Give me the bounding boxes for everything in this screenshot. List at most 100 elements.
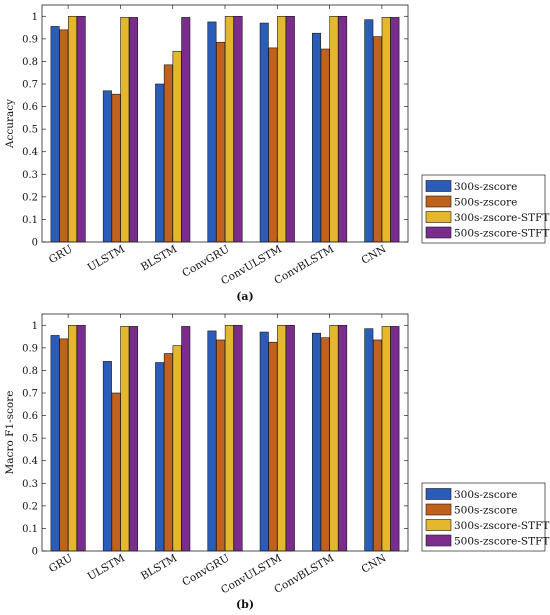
legend-swatch-1 xyxy=(425,488,452,500)
bar-convblstm-series-2 xyxy=(320,337,330,552)
x-tick-label-gru: GRU xyxy=(47,243,75,266)
legend-label-3: 300s-zscore-STFT xyxy=(454,520,549,532)
chart-panel-1: 0 0.1 0.2 0.3 0.4 0.5 0.6 0.7 0.8 0.9 1 GRU ULSTM BLS… xyxy=(4,4,549,303)
y-tick-label: 1 xyxy=(32,12,38,23)
bar-convgru-series-2 xyxy=(216,41,226,243)
bar-convgru-series-1 xyxy=(207,21,217,243)
bar-blstm-series-3 xyxy=(172,345,182,552)
bar-blstm-series-2 xyxy=(163,353,173,552)
bar-convblstm-series-1 xyxy=(312,332,322,552)
bar-convulstm-series-4 xyxy=(285,324,295,552)
legend-label-4: 500s-zscore-STFT xyxy=(454,536,549,548)
bar-gru-series-1 xyxy=(50,335,60,552)
y-tick-label: 0.6 xyxy=(22,411,38,422)
bar-blstm-series-1 xyxy=(155,362,165,552)
legend-label-2: 500s-zscore xyxy=(454,505,517,517)
legend: 300s-zscore 500s-zscore 300s-zscore-STFT 50… xyxy=(421,174,549,244)
legend-swatch-4 xyxy=(425,226,452,239)
x-tick-label-blstm: BLSTM xyxy=(139,552,180,582)
bar-blstm-series-2 xyxy=(163,64,173,243)
y-tick-label: 0.4 xyxy=(22,147,38,158)
bar-convgru-series-4 xyxy=(233,15,243,243)
x-tick-label-ulstm: ULSTM xyxy=(86,243,128,274)
bar-convulstm-series-3 xyxy=(277,324,287,552)
y-tick-label: 0.9 xyxy=(22,34,38,45)
y-axis-label: Accuracy xyxy=(4,99,16,149)
bar-gru-series-4 xyxy=(76,324,86,552)
bar-convulstm-series-4 xyxy=(285,15,295,243)
bar-ulstm-series-2 xyxy=(111,392,121,552)
bar-blstm-series-3 xyxy=(172,50,182,243)
legend-label-2: 500s-zscore xyxy=(454,197,517,209)
x-tick-label-cnn: CNN xyxy=(359,243,388,267)
bar-ulstm-series-2 xyxy=(111,93,121,243)
legend-swatch-3 xyxy=(425,211,452,223)
bar-convulstm-series-2 xyxy=(268,47,278,243)
bar-ulstm-series-4 xyxy=(128,17,138,243)
bar-convgru-series-4 xyxy=(233,324,243,552)
bar-gru-series-2 xyxy=(59,338,69,552)
bar-gru-series-1 xyxy=(50,26,60,243)
bar-convulstm-series-3 xyxy=(277,15,287,243)
bar-ulstm-series-3 xyxy=(120,17,130,243)
bar-cnn-series-1 xyxy=(364,328,374,552)
bar-gru-series-4 xyxy=(76,15,86,243)
bar-convblstm-series-3 xyxy=(329,324,339,552)
x-tick-label-cnn: CNN xyxy=(359,552,388,576)
bar-cnn-series-2 xyxy=(373,36,383,243)
y-tick-label: 0.3 xyxy=(22,479,38,490)
bar-blstm-series-4 xyxy=(181,326,191,552)
y-tick-label: 0.9 xyxy=(22,343,38,354)
y-tick-label: 0.5 xyxy=(22,125,38,136)
x-tick-label-ulstm: ULSTM xyxy=(86,552,128,583)
legend-label-1: 300s-zscore xyxy=(454,181,517,193)
chart-panel-2: 0 0.1 0.2 0.3 0.4 0.5 0.6 0.7 0.8 0.9 1 GRU ULSTM BLS… xyxy=(4,313,549,611)
y-tick-label: 0 xyxy=(32,238,38,249)
x-tick-label-convblstm: ConvBLSTM xyxy=(272,552,336,596)
bar-convblstm-series-3 xyxy=(329,15,339,243)
legend-swatch-2 xyxy=(425,195,452,208)
y-tick-label: 0.1 xyxy=(22,524,38,535)
y-axis-label: Macro F1-score xyxy=(4,391,16,475)
y-tick-label: 0.5 xyxy=(22,434,38,445)
panel-label: (a) xyxy=(236,290,254,303)
bar-cnn-series-3 xyxy=(381,326,391,552)
bar-ulstm-series-4 xyxy=(128,326,138,552)
y-tick-label: 0.7 xyxy=(22,80,38,91)
bar-convgru-series-3 xyxy=(224,15,234,243)
bar-ulstm-series-1 xyxy=(102,361,112,552)
y-tick-label: 0.3 xyxy=(22,170,38,181)
y-tick-label: 1 xyxy=(32,321,38,332)
bar-convblstm-series-4 xyxy=(338,15,348,243)
bar-cnn-series-1 xyxy=(364,19,374,243)
legend-swatch-3 xyxy=(425,519,452,531)
panel-label: (b) xyxy=(236,598,254,611)
legend-swatch-2 xyxy=(425,503,452,516)
y-tick-label: 0.7 xyxy=(22,389,38,400)
bar-blstm-series-1 xyxy=(155,83,165,243)
bar-ulstm-series-1 xyxy=(102,90,112,243)
bar-convgru-series-3 xyxy=(224,324,234,552)
legend-label-4: 500s-zscore-STFT xyxy=(454,228,549,240)
bar-convblstm-series-1 xyxy=(312,32,322,243)
bar-convgru-series-1 xyxy=(207,330,217,552)
y-tick-label: 0.2 xyxy=(22,192,38,203)
x-tick-label-convblstm: ConvBLSTM xyxy=(272,243,336,287)
bar-gru-series-3 xyxy=(67,324,77,552)
bar-convulstm-series-1 xyxy=(259,331,269,552)
bar-cnn-series-3 xyxy=(381,17,391,243)
bar-convblstm-series-4 xyxy=(338,324,348,552)
bar-blstm-series-4 xyxy=(181,17,191,243)
x-tick-label-blstm: BLSTM xyxy=(139,243,180,273)
y-tick-label: 0.2 xyxy=(22,501,38,512)
y-tick-label: 0.1 xyxy=(22,215,38,226)
legend-swatch-1 xyxy=(425,180,452,192)
bar-gru-series-3 xyxy=(67,15,77,243)
y-tick-label: 0 xyxy=(32,547,38,558)
bar-convgru-series-2 xyxy=(216,339,226,552)
y-tick-label: 0.8 xyxy=(22,57,38,68)
legend-label-1: 300s-zscore xyxy=(454,489,517,501)
bar-cnn-series-4 xyxy=(390,17,400,243)
y-tick-label: 0.6 xyxy=(22,102,38,113)
